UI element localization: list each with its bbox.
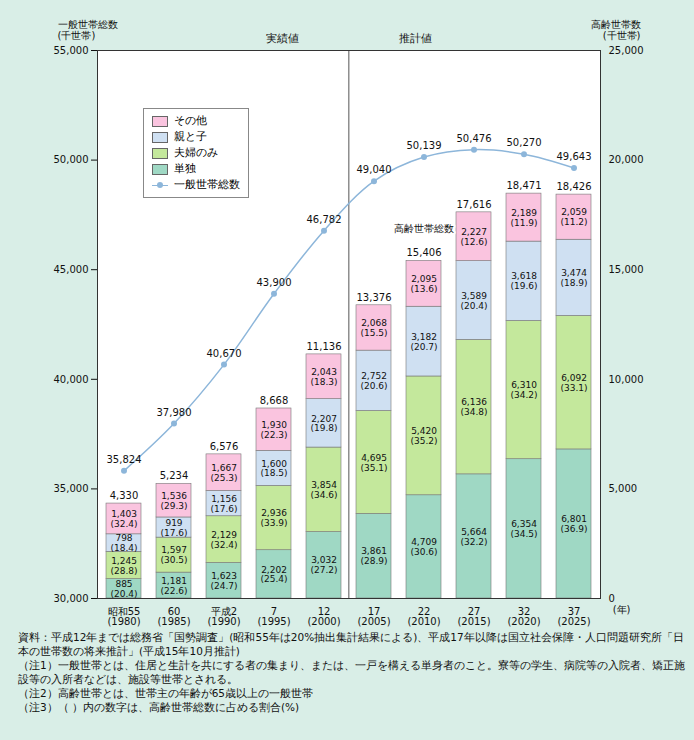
svg-text:2,207(19.8): 2,207(19.8) [310, 414, 337, 434]
svg-text:5,234: 5,234 [160, 470, 189, 481]
svg-text:高齢世帯数(千世帯): 高齢世帯数(千世帯) [591, 19, 641, 41]
svg-text:5,000: 5,000 [609, 483, 638, 494]
svg-text:43,900: 43,900 [257, 277, 292, 288]
html-text:（注3）（ ）内の数字は、高齢世帯総数に占める割合(%): （注3）（ ）内の数字は、高齢世帯総数に占める割合(%) [18, 701, 300, 713]
svg-text:2,936(33.9): 2,936(33.9) [260, 508, 287, 528]
svg-text:15,406: 15,406 [407, 247, 442, 258]
svg-text:0: 0 [609, 593, 615, 604]
html-text:一般世帯総数: 一般世帯総数 [174, 178, 240, 191]
svg-text:22(2010): 22(2010) [407, 606, 440, 627]
svg-text:7(1995): 7(1995) [257, 606, 290, 627]
svg-text:6,310(34.2): 6,310(34.2) [510, 380, 537, 400]
svg-text:8,668: 8,668 [260, 395, 289, 406]
svg-text:49,643: 49,643 [557, 151, 592, 162]
svg-text:37(2025): 37(2025) [557, 606, 590, 627]
svg-text:55,000: 55,000 [54, 45, 89, 56]
svg-text:昭和55(1980): 昭和55(1980) [107, 606, 140, 627]
svg-text:1,667(25.3): 1,667(25.3) [210, 463, 237, 483]
svg-text:2,129(32.4): 2,129(32.4) [210, 530, 237, 550]
svg-text:45,000: 45,000 [54, 264, 89, 275]
svg-text:37,980: 37,980 [157, 407, 192, 418]
svg-text:高齢世帯総数: 高齢世帯総数 [394, 223, 454, 234]
svg-text:3,032(27.2): 3,032(27.2) [310, 555, 337, 575]
svg-text:798(18.4): 798(18.4) [110, 533, 137, 553]
svg-text:25,000: 25,000 [609, 45, 644, 56]
svg-text:平成2(1990): 平成2(1990) [207, 606, 240, 627]
svg-text:1,403(32.4): 1,403(32.4) [110, 509, 137, 529]
svg-text:2,095(13.6): 2,095(13.6) [410, 274, 437, 294]
svg-text:一般世帯総数(千世帯): 一般世帯総数(千世帯) [58, 19, 118, 41]
svg-text:885(20.4): 885(20.4) [110, 579, 137, 599]
svg-text:27(2015): 27(2015) [457, 606, 490, 627]
svg-text:17(2005): 17(2005) [357, 606, 390, 627]
svg-text:6,801(36.9): 6,801(36.9) [560, 514, 587, 534]
html-text:（注2）高齢世帯とは、世帯主の年齢が65歳以上の一般世帯: （注2）高齢世帯とは、世帯主の年齢が65歳以上の一般世帯 [18, 687, 313, 699]
svg-text:46,782: 46,782 [307, 214, 342, 225]
svg-text:40,670: 40,670 [207, 348, 242, 359]
svg-text:60(1985): 60(1985) [157, 606, 190, 627]
svg-text:1,181(22.6): 1,181(22.6) [160, 576, 187, 596]
html-text:親と子: 親と子 [174, 130, 207, 143]
svg-text:2,059(11.2): 2,059(11.2) [560, 207, 587, 227]
svg-text:1,536(29.3): 1,536(29.3) [160, 491, 187, 511]
svg-text:1,245(28.8): 1,245(28.8) [110, 556, 137, 576]
svg-text:1,623(24.7): 1,623(24.7) [210, 571, 237, 591]
svg-text:15,000: 15,000 [609, 264, 644, 275]
svg-text:35,824: 35,824 [107, 454, 142, 465]
svg-text:50,476: 50,476 [457, 133, 492, 144]
svg-text:17,616: 17,616 [457, 199, 492, 210]
svg-text:1,930(22.3): 1,930(22.3) [260, 420, 287, 440]
html-text:単独: 単独 [174, 162, 196, 175]
svg-text:18,471: 18,471 [507, 180, 542, 191]
svg-text:1,156(17.6): 1,156(17.6) [210, 494, 237, 514]
svg-text:2,202(25.4): 2,202(25.4) [260, 565, 287, 585]
svg-text:1,597(30.5): 1,597(30.5) [160, 545, 187, 565]
svg-text:3,854(34.6): 3,854(34.6) [310, 480, 337, 500]
svg-text:(年): (年) [613, 604, 631, 615]
svg-text:6,354(34.5): 6,354(34.5) [510, 519, 537, 539]
svg-text:10,000: 10,000 [609, 374, 644, 385]
svg-text:4,330: 4,330 [110, 490, 139, 501]
svg-text:3,589(20.4): 3,589(20.4) [460, 291, 487, 311]
svg-text:50,000: 50,000 [54, 154, 89, 165]
svg-text:2,227(12.6): 2,227(12.6) [460, 227, 487, 247]
svg-text:実績値: 実績値 [266, 32, 299, 45]
html-text:資料：平成12年までは総務省「国勢調査」(昭和55年は20%: 資料：平成12年までは総務省「国勢調査」(昭和55年は20%抽出集計結果による)… [18, 631, 684, 657]
svg-text:6,136(34.8): 6,136(34.8) [460, 397, 487, 417]
svg-text:13,376: 13,376 [357, 291, 392, 302]
svg-text:2,752(20.6): 2,752(20.6) [360, 371, 387, 391]
html-text:（注1）一般世帯とは、住居と生計を共にする者の集まり、または: （注1）一般世帯とは、住居と生計を共にする者の集まり、または、一戸を構える単身者… [18, 659, 685, 685]
svg-text:50,139: 50,139 [407, 140, 442, 151]
svg-text:3,182(20.7): 3,182(20.7) [410, 332, 437, 352]
svg-text:5,420(35.2): 5,420(35.2) [410, 426, 437, 446]
svg-text:6,576: 6,576 [210, 441, 239, 452]
svg-text:40,000: 40,000 [54, 374, 89, 385]
svg-text:35,000: 35,000 [54, 483, 89, 494]
html-text:夫婦のみ: 夫婦のみ [174, 146, 218, 159]
svg-text:50,270: 50,270 [507, 137, 542, 148]
svg-text:3,618(19.6): 3,618(19.6) [510, 271, 537, 291]
svg-text:2,068(15.5): 2,068(15.5) [360, 318, 387, 338]
svg-text:2,043(18.3): 2,043(18.3) [310, 367, 337, 387]
svg-text:11,136: 11,136 [307, 341, 342, 352]
svg-text:3,861(28.9): 3,861(28.9) [360, 546, 387, 566]
svg-text:1,600(18.5): 1,600(18.5) [260, 459, 287, 479]
svg-text:4,695(35.1): 4,695(35.1) [360, 453, 387, 473]
svg-text:919(17.6): 919(17.6) [160, 518, 187, 538]
svg-text:推計値: 推計値 [399, 32, 432, 45]
svg-text:12(2000): 12(2000) [307, 606, 340, 627]
svg-text:3,474(18.9): 3,474(18.9) [560, 268, 587, 288]
html-text:その他: その他 [174, 114, 207, 127]
svg-text:4,709(30.6): 4,709(30.6) [410, 537, 437, 557]
svg-text:49,040: 49,040 [357, 164, 392, 175]
svg-text:20,000: 20,000 [609, 154, 644, 165]
svg-text:18,426: 18,426 [557, 181, 592, 192]
svg-text:32(2020): 32(2020) [507, 606, 540, 627]
svg-text:5,664(32.2): 5,664(32.2) [460, 527, 487, 547]
svg-text:30,000: 30,000 [54, 593, 89, 604]
svg-text:6,092(33.1): 6,092(33.1) [560, 373, 587, 393]
svg-text:2,189(11.9): 2,189(11.9) [510, 208, 537, 228]
